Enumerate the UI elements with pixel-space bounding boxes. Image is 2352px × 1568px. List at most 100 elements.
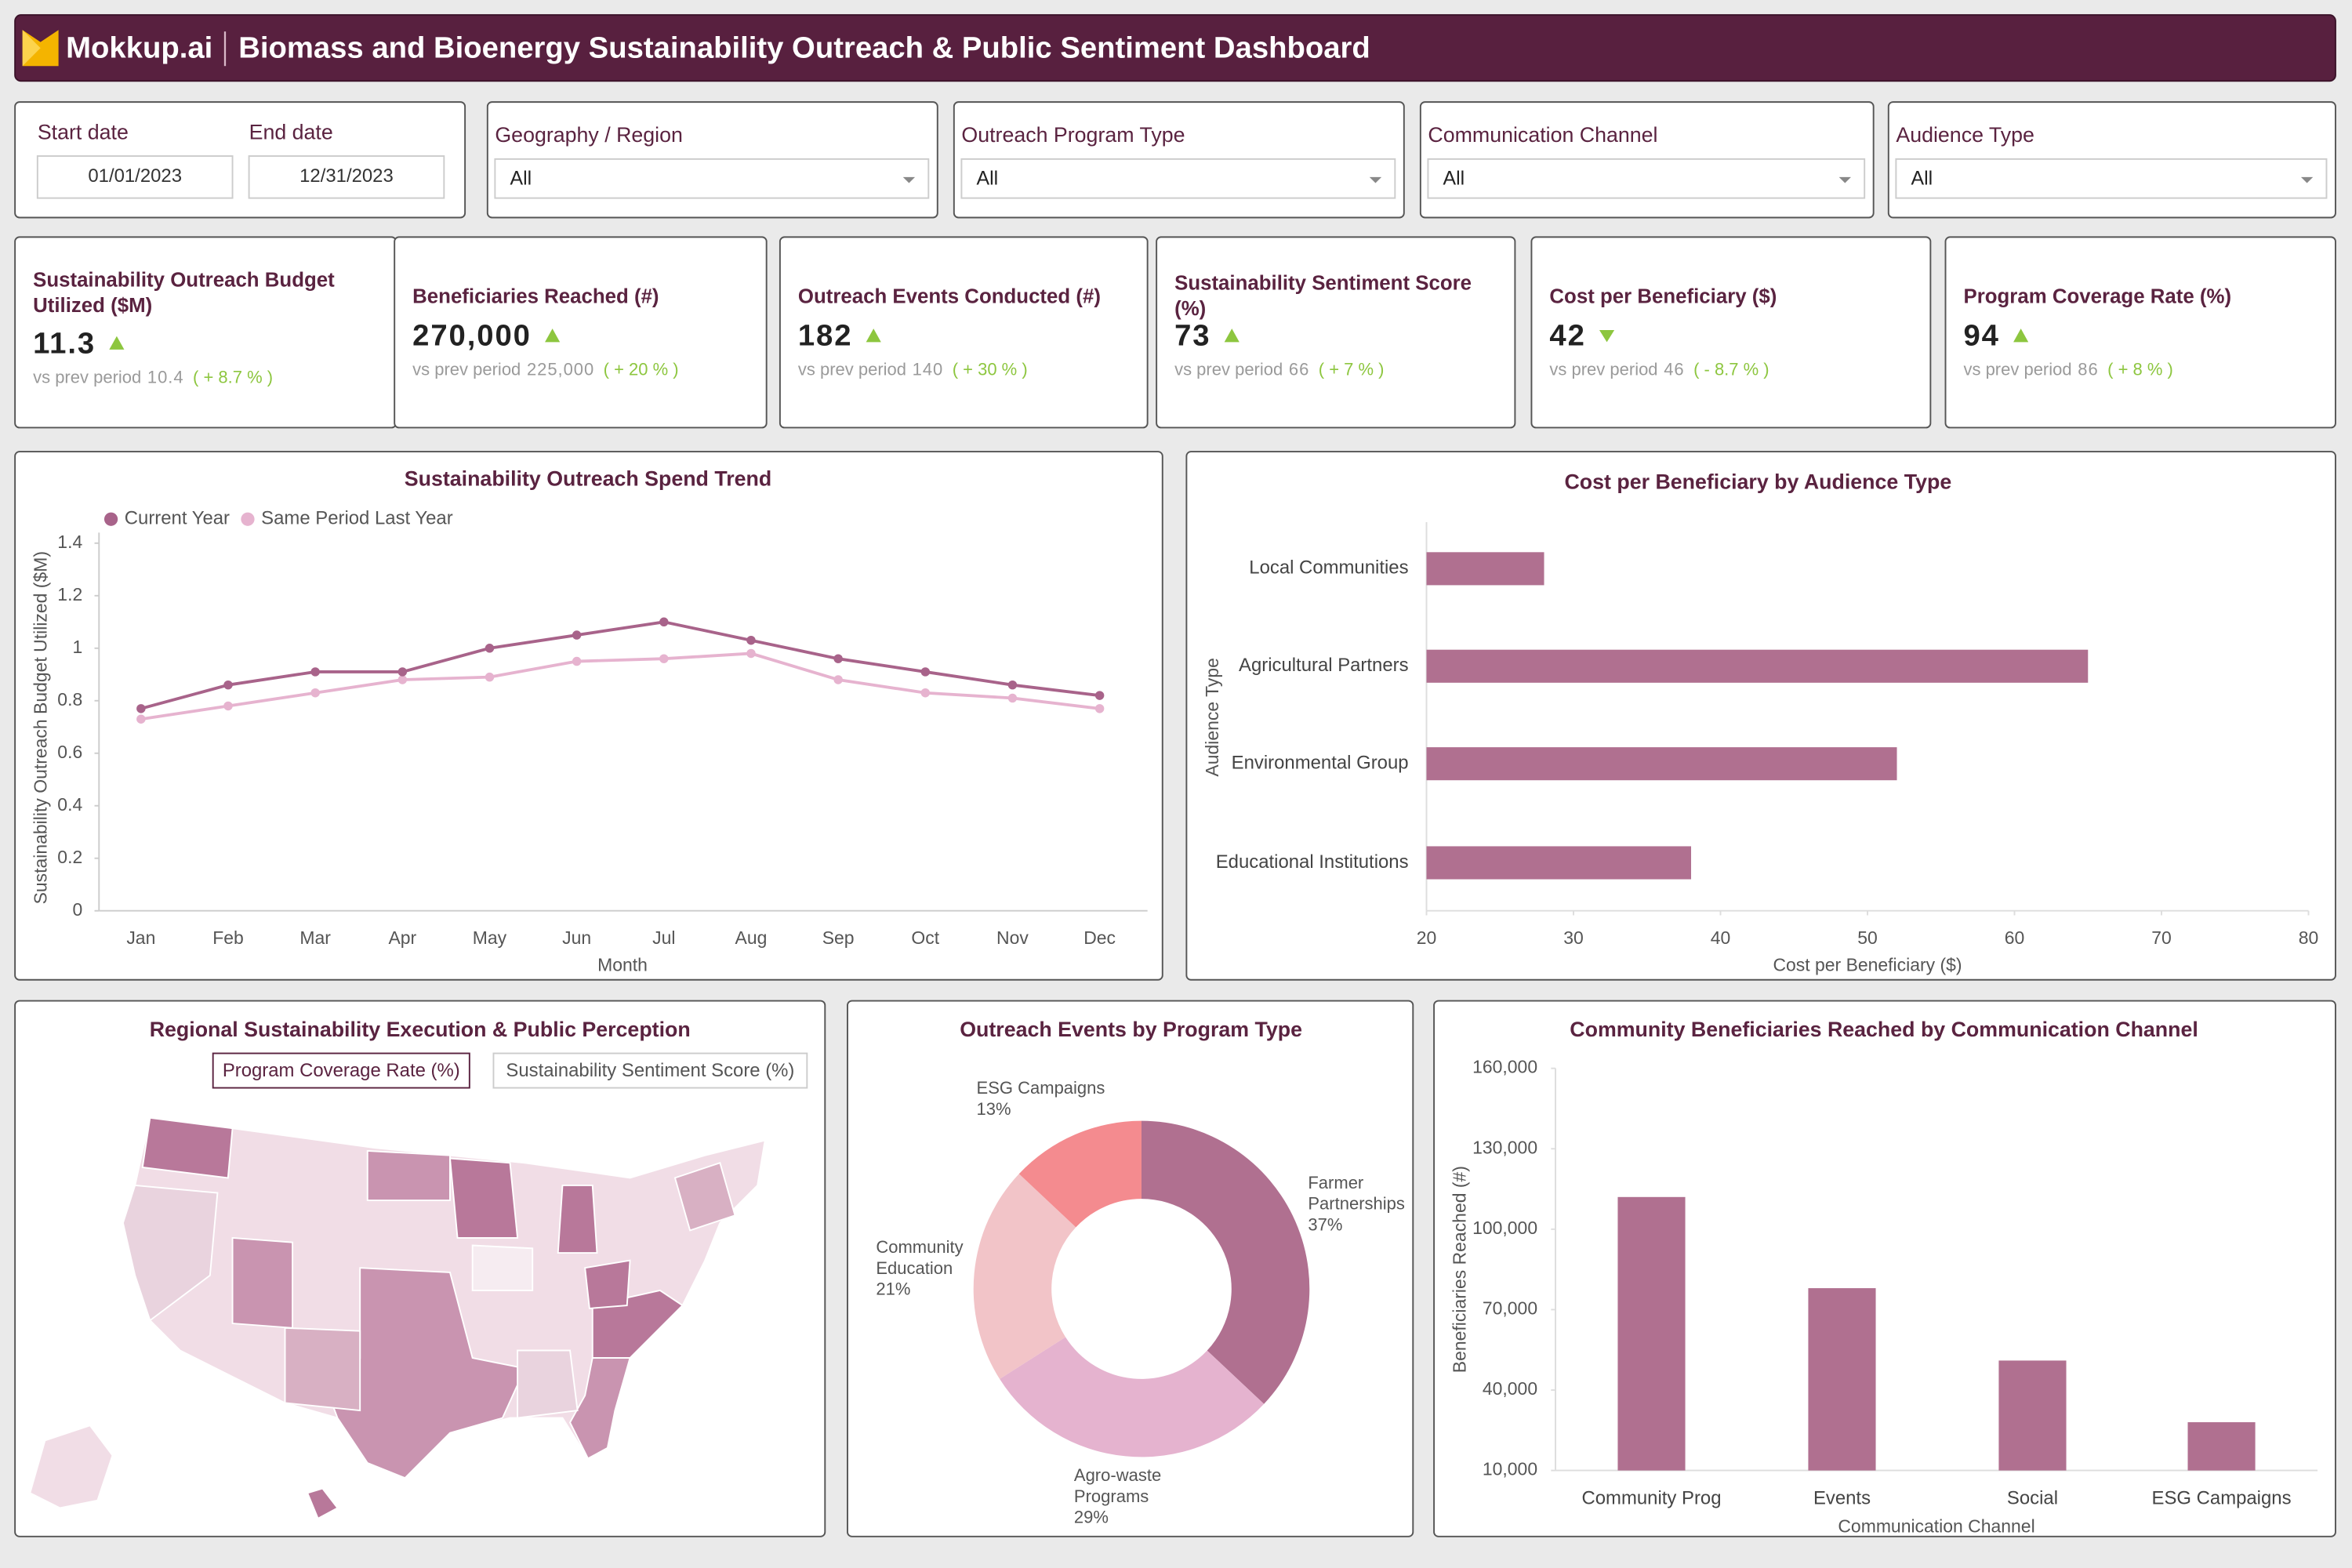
kpi-title-box: Sustainability Outreach Budget Utilized … xyxy=(33,261,378,327)
kpi-title: Sustainability Outreach Budget Utilized … xyxy=(33,261,378,327)
y-axis-label: Sustainability Outreach Budget Utilized … xyxy=(31,551,51,904)
filter-dropdown[interactable] xyxy=(1895,158,2328,199)
date-label: End date xyxy=(249,120,333,143)
y-tick-label: 10,000 xyxy=(1483,1459,1537,1479)
x-tick-label: 20 xyxy=(1417,927,1437,948)
slice-label-box: Farmer Partnerships 37% xyxy=(1308,1175,1416,1237)
x-tick-label: 60 xyxy=(2005,927,2025,948)
x-tick-label: Feb xyxy=(212,927,244,948)
filter-dropdown[interactable] xyxy=(960,158,1396,199)
kpi-comparison: vs prev period 46 ( - 8.7 % ) xyxy=(1549,360,1769,379)
slice-label-box: ESG Campaigns 13% xyxy=(977,1080,1127,1122)
kpi-value: 270,000 xyxy=(412,319,532,353)
kpi-title: Cost per Beneficiary ($) xyxy=(1549,284,1777,307)
x-tick-label: Dec xyxy=(1083,927,1116,948)
date-input[interactable] xyxy=(36,155,234,199)
x-tick-label: 80 xyxy=(2299,927,2319,948)
kpi-trend-icon xyxy=(866,328,881,343)
line-point xyxy=(136,704,146,713)
donut-slice xyxy=(1141,1120,1310,1404)
kpi-title: Cost per Beneficiary ($) xyxy=(1549,264,1912,330)
line-point xyxy=(1007,693,1018,703)
kpi-change: ( - 8.7 % ) xyxy=(1693,360,1769,379)
kpi-previous: 10.4 xyxy=(147,367,184,387)
y-tick-label: 160,000 xyxy=(1472,1057,1537,1077)
filter-label: Communication Channel xyxy=(1428,123,1657,147)
logo-icon xyxy=(22,30,59,67)
y-tick-label: 0.4 xyxy=(57,794,82,815)
header-bar xyxy=(14,14,2336,82)
date-input[interactable] xyxy=(248,155,445,199)
x-tick-label: Oct xyxy=(911,927,939,948)
slice-label: Farmer Partnerships 37% xyxy=(1308,1175,1416,1237)
panel xyxy=(14,451,1163,981)
slice-category: ESG Campaigns xyxy=(976,1080,1105,1098)
panel xyxy=(1185,451,2336,981)
filter-label: Audience Type xyxy=(1896,123,2034,147)
y-axis-label: Audience Type xyxy=(1202,658,1222,776)
kpi-previous: 225,000 xyxy=(527,360,594,379)
filter-label: Outreach Program Type xyxy=(961,123,1185,147)
kpi-title-box: Cost per Beneficiary ($) xyxy=(1549,264,1912,330)
kpi-comparison-label: vs prev period xyxy=(798,360,906,379)
x-tick-label: 70 xyxy=(2151,927,2172,948)
bar xyxy=(1426,846,1692,880)
kpi-comparison-label: vs prev period xyxy=(1963,360,2071,379)
map-title: Regional Sustainability Execution & Publ… xyxy=(150,1018,691,1041)
x-tick-label: Mar xyxy=(299,927,331,948)
dropdown-caret xyxy=(902,176,916,183)
map-toggle[interactable] xyxy=(212,1052,470,1089)
line-point xyxy=(833,675,843,684)
kpi-previous: 86 xyxy=(2078,360,2098,379)
kpi-comparison: vs prev period 66 ( + 7 % ) xyxy=(1174,360,1384,379)
slice-category: Community Education xyxy=(876,1239,964,1279)
y-tick-label: 0.8 xyxy=(57,689,82,710)
slice-value-label: 37% xyxy=(1308,1216,1343,1235)
line-point xyxy=(397,675,408,684)
kpi-previous: 46 xyxy=(1664,360,1684,379)
filter-dropdown[interactable] xyxy=(1427,158,1866,199)
line-point xyxy=(572,630,582,640)
chart-title: Cost per Beneficiary by Audience Type xyxy=(1564,470,1951,493)
slice-label-box: Agro-waste Programs 29% xyxy=(1074,1468,1171,1530)
dropdown-caret xyxy=(1838,176,1851,183)
legend-marker xyxy=(103,512,118,526)
kpi-title-box: Outreach Events Conducted (#) xyxy=(798,264,1130,330)
kpi-value: 182 xyxy=(798,319,853,353)
y-axis-label: Beneficiaries Reached (#) xyxy=(1450,1166,1470,1373)
panel xyxy=(1944,236,2336,429)
kpi-comparison-label: vs prev period xyxy=(412,360,521,379)
line-point xyxy=(397,667,408,677)
line-point xyxy=(920,688,931,698)
date-label: Start date xyxy=(38,120,129,143)
map-toggle[interactable] xyxy=(492,1052,808,1089)
kpi-trend-icon xyxy=(1599,330,1615,343)
filter-value: All xyxy=(510,167,532,189)
line-point xyxy=(485,672,495,682)
filter-dropdown[interactable] xyxy=(494,158,930,199)
line-point xyxy=(833,654,843,663)
donut-slice xyxy=(973,1174,1076,1379)
y-tick-label: 1.4 xyxy=(57,532,82,552)
kpi-change: ( + 30 % ) xyxy=(953,360,1028,379)
bar xyxy=(1808,1288,1876,1471)
kpi-comparison-label: vs prev period xyxy=(33,367,141,387)
kpi-title: Program Coverage Rate (%) xyxy=(1963,284,2232,307)
panel xyxy=(847,1000,1414,1537)
dropdown-caret xyxy=(1369,176,1382,183)
x-tick-label: Jun xyxy=(562,927,591,948)
line-point xyxy=(920,667,931,677)
y-tick-label: 100,000 xyxy=(1472,1218,1537,1238)
panel xyxy=(1156,236,1516,429)
line-point xyxy=(223,680,233,690)
kpi-title: Program Coverage Rate (%) xyxy=(1963,284,2232,307)
kpi-title-box: Sustainability Sentiment Score (%) xyxy=(1174,264,1497,330)
line-series xyxy=(140,652,1100,721)
slice-category: Farmer Partnerships xyxy=(1308,1174,1405,1214)
kpi-comparison: vs prev period 225,000 ( + 20 % ) xyxy=(412,360,678,379)
logo-text: Mokkup.ai xyxy=(66,31,212,64)
x-tick-label: Social xyxy=(2007,1487,2058,1508)
x-tick-label: ESG Campaigns xyxy=(2152,1487,2292,1508)
slice-value-label: 21% xyxy=(876,1280,911,1299)
slice-label-box: Community Education 21% xyxy=(876,1240,973,1301)
